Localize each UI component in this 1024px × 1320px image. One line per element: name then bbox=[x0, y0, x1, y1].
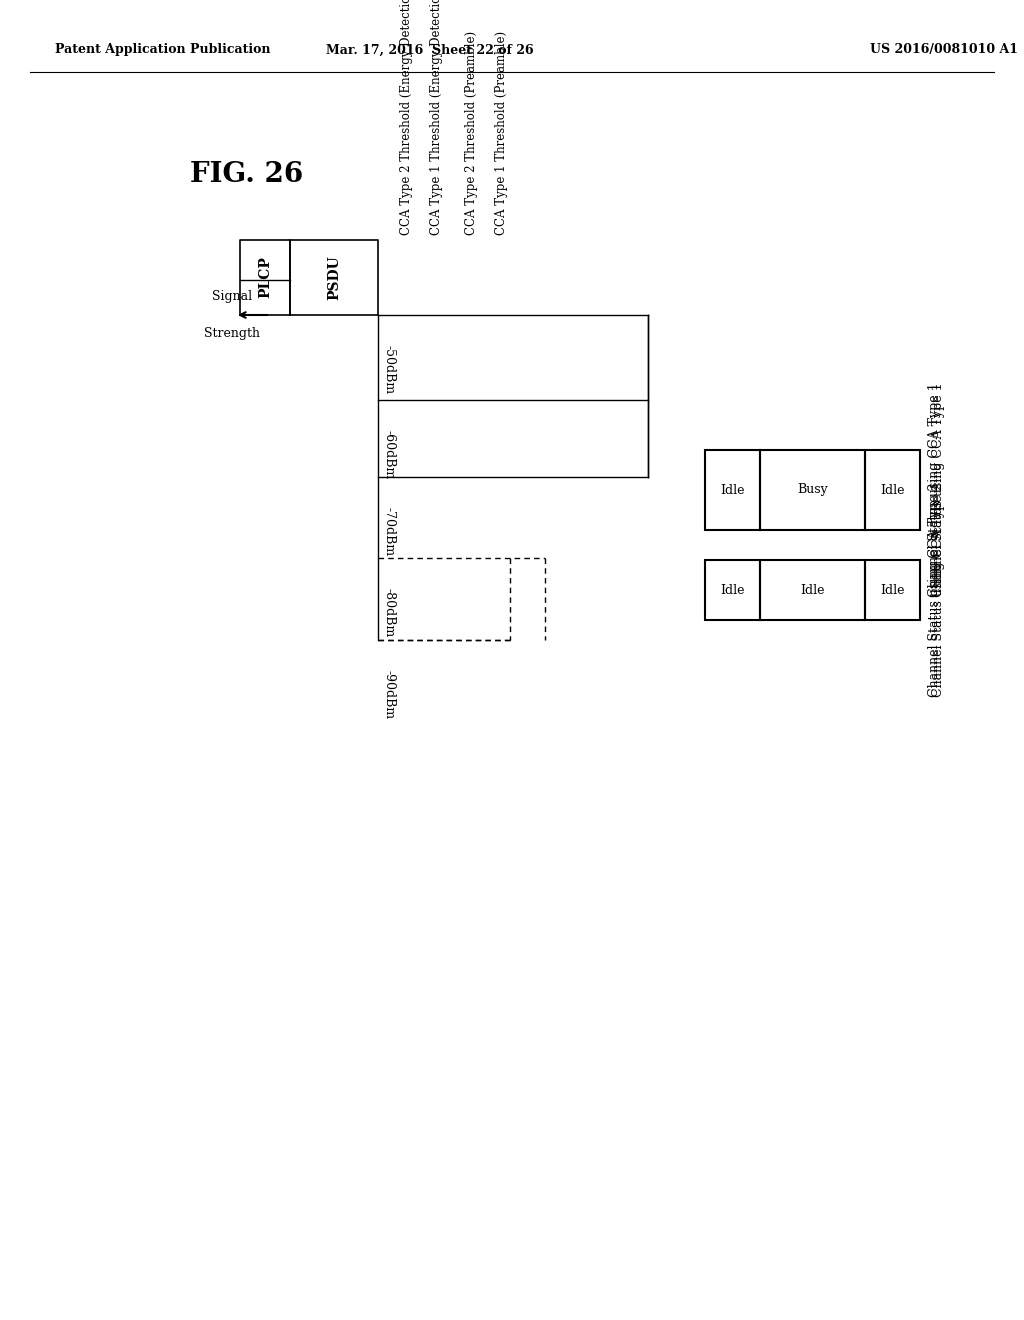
Text: Strength: Strength bbox=[204, 327, 260, 341]
Text: FIG. 26: FIG. 26 bbox=[190, 161, 303, 189]
Bar bbox=[865, 450, 920, 531]
Text: -70dBm: -70dBm bbox=[383, 507, 396, 556]
Text: Channel Status using CCA Type 1: Channel Status using CCA Type 1 bbox=[932, 383, 945, 598]
Text: Signal: Signal bbox=[212, 290, 252, 304]
Text: Idle: Idle bbox=[720, 483, 744, 496]
Text: -60dBm: -60dBm bbox=[383, 430, 396, 479]
Text: Channel Status using CCA Type 2: Channel Status using CCA Type 2 bbox=[928, 483, 941, 697]
Bar bbox=[865, 560, 920, 620]
Text: CCA Type 1 Threshold (Energy Detection): CCA Type 1 Threshold (Energy Detection) bbox=[430, 0, 443, 235]
Text: CCA Type 2 Threshold (Preamble): CCA Type 2 Threshold (Preamble) bbox=[465, 30, 478, 235]
Text: Idle: Idle bbox=[881, 483, 905, 496]
Bar bbox=[705, 450, 760, 531]
Bar bbox=[705, 560, 760, 620]
Text: PLCP: PLCP bbox=[258, 256, 272, 298]
Text: PSDU: PSDU bbox=[327, 255, 341, 300]
Text: -80dBm: -80dBm bbox=[383, 587, 396, 638]
Text: US 2016/0081010 A1: US 2016/0081010 A1 bbox=[870, 44, 1018, 57]
Bar bbox=[760, 560, 865, 620]
Text: CCA Type 1 Threshold (Preamble): CCA Type 1 Threshold (Preamble) bbox=[495, 30, 508, 235]
Text: -90dBm: -90dBm bbox=[383, 671, 396, 719]
Text: CCA Type 2 Threshold (Energy Detection): CCA Type 2 Threshold (Energy Detection) bbox=[400, 0, 413, 235]
Text: Busy: Busy bbox=[797, 483, 827, 496]
Text: -50dBm: -50dBm bbox=[383, 345, 396, 395]
Text: Channel Status using CCA Type 1: Channel Status using CCA Type 1 bbox=[928, 383, 941, 598]
Bar bbox=[760, 450, 865, 531]
Text: Patent Application Publication: Patent Application Publication bbox=[55, 44, 270, 57]
Text: Channel Status using CCA Type 2: Channel Status using CCA Type 2 bbox=[932, 483, 945, 697]
Text: Idle: Idle bbox=[881, 583, 905, 597]
Text: Mar. 17, 2016  Sheet 22 of 26: Mar. 17, 2016 Sheet 22 of 26 bbox=[327, 44, 534, 57]
Text: Idle: Idle bbox=[800, 583, 824, 597]
Text: Idle: Idle bbox=[720, 583, 744, 597]
